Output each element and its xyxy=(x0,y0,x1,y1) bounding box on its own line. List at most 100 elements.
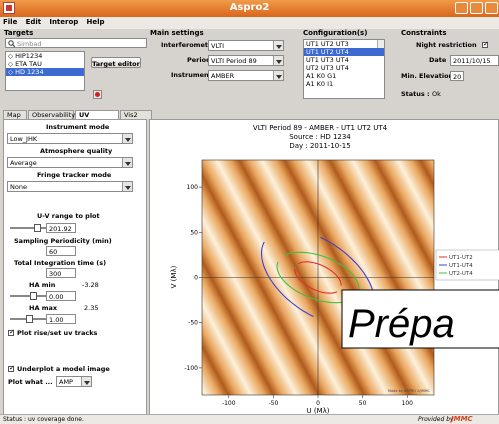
search-icon xyxy=(8,40,15,47)
y-tick-label: -100 xyxy=(184,365,198,372)
tab-vis2-plot[interactable]: Vis2 plot xyxy=(120,110,152,127)
y-tick-label: 0 xyxy=(194,275,198,282)
configuration-item[interactable]: A1 K0 I1 xyxy=(306,80,334,88)
minimize-button[interactable] xyxy=(455,2,468,14)
rise-set-checkbox[interactable] xyxy=(8,328,15,336)
tab-uv-coverage[interactable]: UV coverage xyxy=(75,110,119,127)
night-restriction-checkbox[interactable] xyxy=(482,40,489,48)
target-list[interactable]: ◇ HIP1234 ◇ ETA TAU ◇ HD 1234 xyxy=(5,51,85,91)
remove-target-button[interactable] xyxy=(93,90,102,99)
ha-min-field[interactable]: 0.00 xyxy=(46,291,76,301)
chevron-down-icon xyxy=(122,134,132,143)
remove-icon xyxy=(95,92,100,97)
status-label: Status : xyxy=(401,90,430,98)
configuration-item-selected[interactable]: UT1 UT2 UT4 xyxy=(304,48,384,56)
y-axis-label: V (Mλ) xyxy=(170,265,178,288)
period-select[interactable]: VLTI Period 89 xyxy=(208,55,284,66)
min-elevation-field[interactable]: 20 xyxy=(450,71,464,81)
uv-plot-panel: VLTI Period 89 - AMBER - UT1 UT2 UT4 Sou… xyxy=(149,119,499,415)
ha-min-label: HA min xyxy=(29,281,56,289)
target-item[interactable]: ◇ HIP1234 xyxy=(8,52,43,60)
ha-max-slider[interactable] xyxy=(10,315,46,323)
y-tick-label: 100 xyxy=(187,184,199,191)
target-search-input[interactable]: Simbad xyxy=(5,38,147,48)
plot-what-select[interactable]: AMP xyxy=(56,376,92,387)
legend-label: UT2-UT4 xyxy=(449,271,473,277)
status-bar: Status : uv coverage done. Provided by J… xyxy=(0,414,499,424)
ha-max-field[interactable]: 1.00 xyxy=(46,314,76,324)
constraints-label: Constraints xyxy=(401,29,447,37)
uv-range-slider[interactable] xyxy=(10,224,46,232)
x-tick-label: -100 xyxy=(222,400,236,407)
y-tick-label: 50 xyxy=(190,229,198,236)
close-window-button[interactable] xyxy=(485,2,498,14)
ha-min-slider[interactable] xyxy=(10,292,46,300)
integration-field[interactable]: 300 xyxy=(46,268,76,278)
date-field[interactable]: 2011/10/15 xyxy=(450,55,499,66)
uv-settings-panel: Instrument mode Low_JHK Atmosphere quali… xyxy=(3,119,147,415)
interferometer-label: Interferometer xyxy=(161,41,216,49)
jmmc-logo: JMMC xyxy=(451,415,473,423)
instrument-select[interactable]: AMBER xyxy=(208,70,284,81)
instrument-label: Instrument xyxy=(171,71,212,79)
configuration-scrollbar[interactable] xyxy=(377,40,384,48)
menu-bar: File Edit Interop Help xyxy=(0,17,499,29)
chart-title: VLTI Period 89 - AMBER - UT1 UT2 UT4 xyxy=(253,124,388,132)
y-tick-label: -50 xyxy=(188,320,198,327)
ha-min-display: -3.28 xyxy=(82,281,99,289)
legend-label: UT1-UT2 xyxy=(449,255,473,261)
period-value: VLTI Period 89 xyxy=(211,57,257,65)
configuration-item[interactable]: UT1 UT3 UT4 xyxy=(306,56,349,64)
instrument-mode-label: Instrument mode xyxy=(46,123,110,131)
provided-by-label: Provided by xyxy=(418,416,454,423)
target-item-label: HD 1234 xyxy=(15,68,44,76)
target-item-label: ETA TAU xyxy=(15,60,42,68)
chevron-down-icon xyxy=(273,71,283,80)
atmosphere-select[interactable]: Average xyxy=(7,157,133,168)
target-item[interactable]: ◇ ETA TAU xyxy=(8,60,42,68)
target-editor-button[interactable]: Target editor xyxy=(91,57,141,68)
uv-coverage-chart[interactable]: VLTI Period 89 - AMBER - UT1 UT2 UT4 Sou… xyxy=(150,120,499,416)
status-value: Ok xyxy=(432,90,441,98)
uv-track xyxy=(284,251,360,293)
ha-max-display: 2.35 xyxy=(84,304,99,312)
chart-subtitle-source: Source : HD 1234 xyxy=(289,133,351,141)
chart-credit: Made by ASPRO 2/JMMC xyxy=(388,389,431,393)
configuration-item[interactable]: A1 K0 G1 xyxy=(306,72,337,80)
ha-max-label: HA max xyxy=(29,304,58,312)
chart-legend: UT1-UT2 UT1-UT4 UT2-UT4 xyxy=(435,249,499,281)
menu-help[interactable]: Help xyxy=(86,18,105,26)
configuration-item[interactable]: UT1 UT2 UT3 xyxy=(306,40,349,48)
tab-map[interactable]: Map xyxy=(3,110,27,119)
uv-track xyxy=(260,241,314,317)
menu-interop[interactable]: Interop xyxy=(49,18,79,26)
underplot-checkbox[interactable] xyxy=(8,364,15,372)
targets-section-label: Targets xyxy=(4,29,34,37)
configuration-list[interactable]: UT1 UT2 UT3 UT1 UT2 UT4 UT1 UT3 UT4 UT2 … xyxy=(303,39,385,99)
x-tick-label: -50 xyxy=(268,400,278,407)
instrument-mode-select[interactable]: Low_JHK xyxy=(7,133,133,144)
fringe-tracker-select[interactable]: None xyxy=(7,181,133,192)
uv-range-field[interactable]: 201.92 xyxy=(46,223,76,233)
legend-label: UT1-UT4 xyxy=(449,263,473,269)
target-item-selected[interactable]: ◇ HD 1234 xyxy=(6,68,84,76)
maximize-button[interactable] xyxy=(470,2,483,14)
menu-edit[interactable]: Edit xyxy=(25,18,42,26)
instrument-value: AMBER xyxy=(211,72,235,80)
chevron-down-icon xyxy=(273,41,283,50)
fringe-tracker-value: None xyxy=(10,183,27,191)
sampling-field[interactable]: 60 xyxy=(46,246,76,256)
chevron-down-icon xyxy=(122,182,132,191)
interferometer-select[interactable]: VLTI xyxy=(208,40,284,51)
configuration-item[interactable]: UT2 UT3 UT4 xyxy=(306,64,349,72)
tab-observability[interactable]: Observability xyxy=(28,110,75,119)
x-axis-label: U (Mλ) xyxy=(307,407,330,415)
window-title: Aspro2 xyxy=(229,2,270,13)
watermark-box xyxy=(341,289,499,349)
window-titlebar: Aspro2 xyxy=(0,0,499,17)
menu-file[interactable]: File xyxy=(3,18,18,26)
instrument-mode-value: Low_JHK xyxy=(10,135,38,143)
main-settings-label: Main settings xyxy=(150,29,204,37)
chevron-down-icon xyxy=(81,377,91,386)
underplot-label: Underplot a model image xyxy=(17,365,110,373)
